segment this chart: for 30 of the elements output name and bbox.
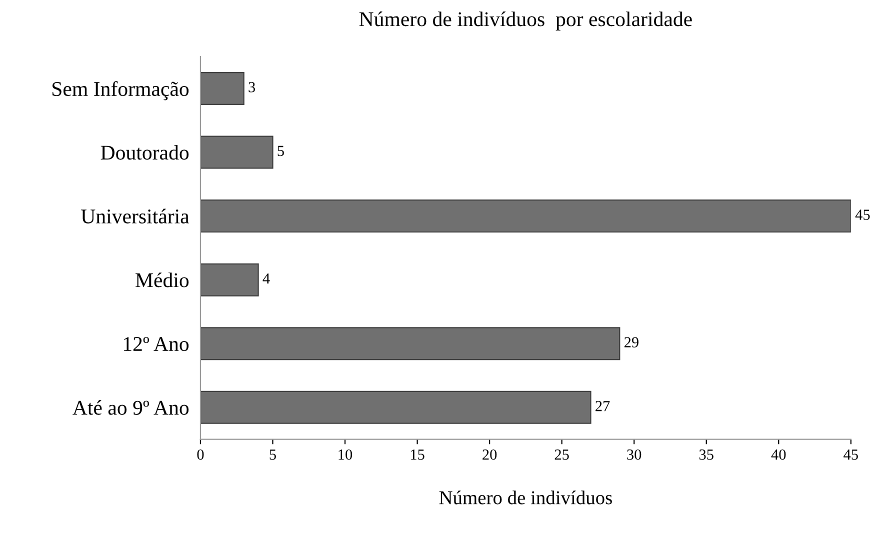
bar: [200, 200, 851, 233]
x-axis-title: Número de indivíduos: [439, 490, 612, 504]
data-label: 27: [596, 400, 610, 412]
y-tick-label: Universitária: [81, 208, 190, 224]
data-label: 5: [278, 146, 284, 156]
data-label: 3: [248, 82, 256, 92]
x-tick-label: 10: [338, 449, 352, 460]
x-tick-label: 5: [270, 450, 276, 460]
bar: [200, 327, 620, 360]
x-tick-label: 45: [844, 450, 858, 460]
chart-title: Número de indivíduos por escolaridade: [359, 12, 692, 30]
data-label: 29: [624, 337, 638, 348]
y-tick-label: Médio: [136, 272, 189, 288]
x-tick-label: 35: [699, 449, 714, 460]
bar: [200, 390, 592, 424]
bar: [200, 136, 274, 169]
x-tick-label: 15: [410, 450, 424, 460]
data-label: 4: [262, 273, 270, 284]
y-tick-label: Até ao 9º Ano: [72, 400, 189, 415]
x-tick-label: 0: [197, 449, 204, 460]
x-tick-label: 30: [627, 449, 642, 460]
y-tick-label: 12º Ano: [124, 336, 189, 352]
data-label: 45: [855, 210, 870, 220]
x-tick-label: 20: [482, 449, 497, 460]
x-tick-label: 25: [554, 449, 569, 460]
y-tick-label: Sem Informação: [52, 81, 189, 100]
bar: [200, 72, 244, 105]
x-tick-label: 40: [771, 449, 786, 460]
y-tick-label: Doutorado: [100, 145, 189, 160]
bar: [200, 263, 259, 296]
